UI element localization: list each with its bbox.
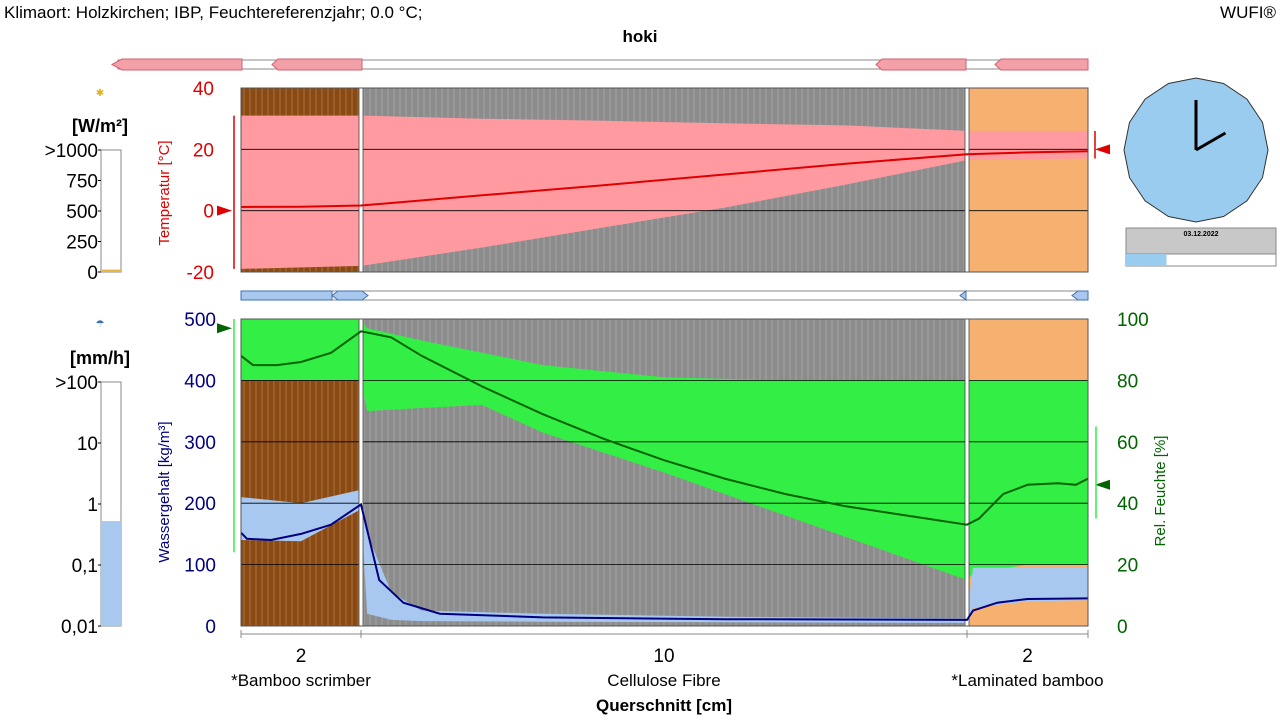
layer-boundary-1 <box>358 87 364 273</box>
temperature-tick-label: 40 <box>193 79 214 100</box>
layer-name-label: *Laminated bamboo <box>951 671 1103 690</box>
layer-name-label: *Bamboo scrimber <box>231 671 371 690</box>
heat-flux-arrow-left-2 <box>271 58 363 71</box>
radiation-tick-label: 500 <box>66 202 98 223</box>
water-content-axis-label: Wassergehalt [kg/m³] <box>156 421 173 562</box>
plot-frame <box>240 87 1089 273</box>
project-title: hoki <box>623 27 658 46</box>
date-label: 03.12.2022 <box>1183 231 1218 238</box>
water-content-tick-label: 300 <box>184 433 216 454</box>
layer-thickness-label: 10 <box>653 646 674 667</box>
temperature-axis-label: Temperatur [°C] <box>156 140 173 245</box>
temperature-tick-label: 20 <box>193 140 214 161</box>
water-content-tick-label: 400 <box>184 371 216 392</box>
layer-thickness-label: 2 <box>296 646 307 667</box>
temperature-tick-label: -20 <box>187 263 214 284</box>
sun-icon: ✱ <box>96 88 104 99</box>
moisture-flux-bar <box>240 290 1089 301</box>
rain-icon: ☂ <box>96 319 105 330</box>
moisture-flux-arrow-4 <box>1071 290 1089 301</box>
water-content-tick-label: 200 <box>184 494 216 515</box>
water-content-line <box>240 502 1089 621</box>
temperature-range-band <box>241 115 1088 269</box>
x-axis-label: Querschnitt [cm] <box>596 696 732 715</box>
moisture-plot: 5004003002001000100806040200Wassergehalt… <box>156 310 1169 638</box>
radiation-tick-label: >1000 <box>45 141 98 162</box>
rain-tick-label: 0,01 <box>61 617 98 638</box>
relative-humidity-line <box>240 330 1089 526</box>
rh-indoor-marker <box>1095 479 1110 490</box>
brand-label: WUFI® <box>1220 3 1276 22</box>
rh-tick-label: 80 <box>1117 371 1138 392</box>
cross-section-axis: 2 *Bamboo scrimber 10 Cellulose Fibre 2 *Lami… <box>231 630 1104 690</box>
rain-tick-label: 1 <box>87 495 98 516</box>
rh-tick-label: 100 <box>1117 310 1149 331</box>
rain-level-fill <box>101 521 121 626</box>
water-content-tick-label: 0 <box>205 617 216 638</box>
radiation-tick-label: 0 <box>87 263 98 284</box>
layer-boundary-1 <box>358 318 364 627</box>
layer-boundary-2 <box>964 318 970 627</box>
rh-tick-label: 0 <box>1117 617 1128 638</box>
heat-flux-arrow-right <box>875 58 967 71</box>
heat-flux-arrow-right-2 <box>994 58 1089 71</box>
radiation-level-fill <box>101 269 121 272</box>
rh-axis-label: Rel. Feuchte [%] <box>1152 436 1169 547</box>
rh-tick-label: 60 <box>1117 433 1138 454</box>
layer-boundary-2 <box>964 87 970 273</box>
progress-fill <box>1126 254 1167 266</box>
heat-flux-bar <box>110 58 1089 71</box>
rain-tick-label: 0,1 <box>72 556 98 577</box>
rh-tick-label: 40 <box>1117 494 1138 515</box>
layer-thickness-label: 2 <box>1022 646 1033 667</box>
moisture-flux-arrow-1 <box>240 290 333 301</box>
rh-outdoor-marker <box>217 323 232 334</box>
time-clock: 03.12.2022 <box>1123 77 1277 267</box>
moisture-flux-arrow-3 <box>959 290 967 301</box>
water-content-tick-label: 500 <box>184 310 216 331</box>
layer-laminated-bamboo-bg <box>967 88 1088 272</box>
radiation-unit: [W/m²] <box>72 116 128 136</box>
temperature-plot: 40 20 0 -20 Temperatur [°C] <box>156 79 1110 284</box>
layer-name-label: Cellulose Fibre <box>607 671 720 690</box>
rh-range-band <box>241 319 1088 580</box>
heat-flux-arrow-left <box>110 58 243 71</box>
radiation-tick-label: 250 <box>66 233 98 254</box>
rh-tick-label: 20 <box>1117 556 1138 577</box>
plot-frame <box>240 318 1089 627</box>
temperature-indoor-marker <box>1095 144 1110 155</box>
radiation-scale: ✱ [W/m²] >1000 750 500 250 0 <box>45 88 128 284</box>
rain-unit: [mm/h] <box>70 348 130 368</box>
radiation-tick-label: 750 <box>66 172 98 193</box>
clock-hour-hand <box>1195 131 1227 152</box>
water-content-tick-label: 100 <box>184 556 216 577</box>
rain-scale: ☂ [mm/h] >100 10 1 0,1 0,01 <box>55 319 130 638</box>
temperature-outdoor-marker <box>217 205 232 216</box>
rain-tick-label: >100 <box>55 373 98 394</box>
moisture-flux-arrow-2 <box>331 290 369 301</box>
temperature-line <box>240 150 1089 208</box>
temperature-tick-label: 0 <box>203 202 214 223</box>
rain-tick-label: 10 <box>77 434 98 455</box>
climate-location-label: Klimaort: Holzkirchen; IBP, Feuchterefer… <box>4 3 422 22</box>
